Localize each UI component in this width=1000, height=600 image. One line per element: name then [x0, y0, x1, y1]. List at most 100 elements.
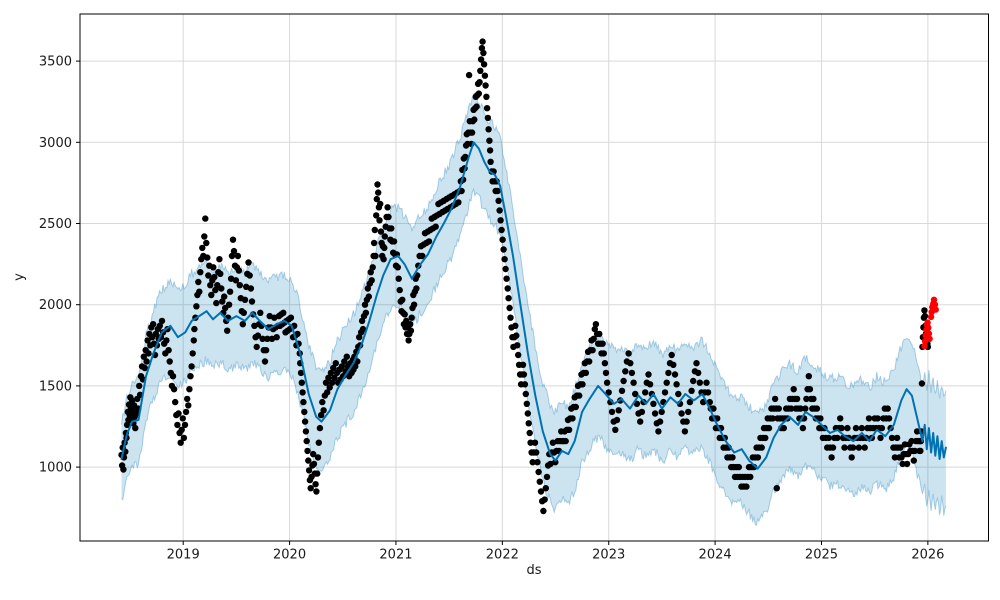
observation-point	[878, 424, 886, 432]
observation-point	[519, 361, 527, 368]
observation-point	[202, 215, 209, 222]
observation-point	[852, 424, 860, 432]
observation-point	[513, 332, 520, 339]
anomaly-point	[924, 319, 931, 326]
observation-point	[642, 389, 649, 396]
observation-point	[390, 238, 398, 245]
anomaly-point	[925, 324, 932, 331]
observation-point	[579, 381, 586, 388]
observation-point	[504, 285, 511, 292]
observation-point	[675, 390, 682, 398]
observation-point	[683, 418, 690, 425]
observation-point	[696, 379, 703, 386]
observation-point	[120, 466, 127, 473]
observation-point	[500, 246, 507, 253]
forecast-line	[120, 141, 947, 470]
observation-point	[482, 82, 489, 89]
observation-point	[225, 301, 233, 308]
anomaly-point	[932, 306, 939, 313]
observation-point	[145, 350, 152, 357]
observation-point	[314, 454, 322, 461]
observation-point	[191, 325, 198, 333]
observation-point	[133, 410, 140, 417]
observation-point	[481, 72, 489, 79]
observation-point	[874, 415, 881, 422]
observation-point	[240, 309, 247, 316]
x-tick-label: 2025	[805, 548, 838, 563]
observation-point	[156, 322, 163, 329]
observation-point	[703, 379, 710, 386]
observation-point	[747, 473, 754, 481]
observation-point	[143, 358, 150, 365]
observation-point	[612, 426, 619, 433]
observation-point	[658, 408, 665, 416]
observation-point	[407, 327, 415, 334]
observation-point	[477, 56, 485, 63]
observation-point	[338, 363, 346, 370]
observation-point	[805, 373, 812, 380]
observation-point	[190, 337, 197, 344]
observation-point	[478, 44, 486, 52]
observation-point	[771, 395, 779, 403]
anomaly-point	[925, 330, 933, 337]
observation-point	[235, 267, 243, 274]
observation-point	[204, 254, 211, 261]
observation-point	[484, 114, 492, 122]
observation-point	[312, 481, 319, 488]
observation-point	[384, 204, 391, 211]
observation-point	[686, 398, 694, 406]
anomaly-point	[931, 301, 939, 308]
observation-point	[322, 379, 330, 386]
observation-point	[765, 424, 773, 432]
observation-point	[572, 403, 579, 411]
observation-point	[462, 153, 469, 161]
observation-point	[302, 428, 310, 435]
observation-point	[253, 343, 260, 351]
observation-point	[483, 93, 490, 101]
observation-point	[163, 337, 170, 344]
observation-point	[394, 264, 401, 271]
observation-point	[855, 444, 863, 451]
observation-point	[247, 285, 255, 292]
observation-point	[849, 444, 857, 451]
x-tick-label: 2021	[379, 548, 412, 563]
observation-point	[239, 321, 246, 328]
observation-point	[184, 395, 191, 403]
y-tick-label: 1500	[39, 379, 72, 394]
observation-point	[817, 415, 824, 422]
observation-point	[177, 439, 184, 446]
observation-point	[304, 447, 311, 455]
observation-point	[790, 386, 797, 393]
observation-point	[837, 415, 844, 422]
observation-point	[166, 358, 173, 365]
observation-point	[506, 304, 513, 312]
observation-point	[330, 364, 337, 372]
observation-point	[356, 334, 363, 341]
observation-point	[413, 285, 420, 292]
observation-point	[537, 488, 545, 495]
observation-point	[241, 296, 249, 303]
observation-point	[901, 441, 909, 448]
observation-point	[358, 317, 366, 325]
observation-point	[165, 347, 172, 354]
observation-point	[477, 67, 484, 75]
observation-point	[487, 158, 494, 165]
observation-point	[673, 381, 680, 388]
observation-point	[219, 298, 226, 305]
observation-point	[316, 424, 324, 432]
observation-point	[602, 369, 610, 377]
observation-point	[475, 90, 482, 97]
observation-point	[232, 277, 240, 284]
observation-point	[908, 437, 915, 445]
observation-point	[848, 454, 855, 461]
observation-point	[468, 129, 476, 136]
observation-point	[303, 437, 310, 445]
observation-point	[615, 407, 622, 414]
observation-point	[221, 293, 228, 300]
observation-point	[627, 360, 634, 367]
observation-point	[608, 408, 616, 416]
observation-point	[668, 351, 675, 359]
observation-point	[175, 410, 182, 417]
